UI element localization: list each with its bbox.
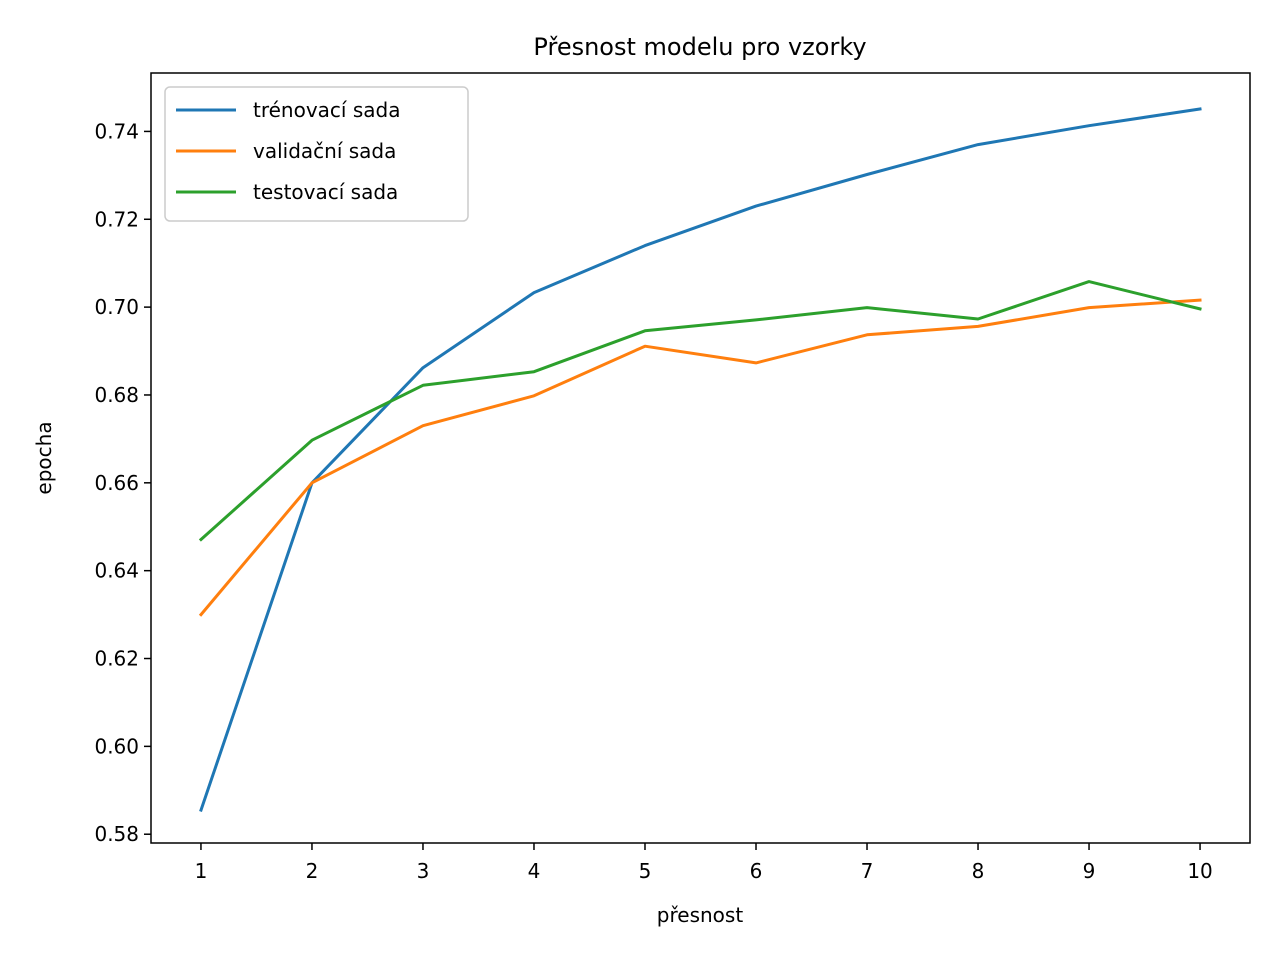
x-tick-label: 8	[972, 859, 985, 883]
x-tick-label: 5	[639, 859, 652, 883]
y-tick-label: 0.64	[94, 559, 139, 583]
x-tick-label: 4	[528, 859, 541, 883]
legend-label: validační sada	[253, 139, 396, 163]
legend-label: testovací sada	[253, 180, 398, 204]
y-tick-label: 0.62	[94, 647, 139, 671]
x-tick-label: 9	[1083, 859, 1096, 883]
x-tick-label: 7	[861, 859, 874, 883]
series-line-3	[198, 280, 1202, 542]
chart-title: Přesnost modelu pro vzorky	[533, 33, 866, 61]
x-axis-label: přesnost	[657, 903, 744, 927]
y-axis-label: epocha	[32, 421, 56, 494]
y-tick-label: 0.60	[94, 734, 139, 758]
plot-frame	[150, 72, 1251, 844]
x-axis: 1 2 3 4 5 6 7 8 9 10	[195, 843, 1213, 883]
y-tick-label: 0.74	[94, 119, 139, 143]
x-tick-label: 3	[417, 859, 430, 883]
y-tick-label: 0.68	[94, 383, 139, 407]
y-tick-label: 0.66	[94, 471, 139, 495]
x-tick-label: 6	[750, 859, 763, 883]
x-tick-label: 10	[1187, 859, 1212, 883]
series-line-1	[199, 107, 1202, 813]
legend-label: trénovací sada	[253, 98, 400, 122]
legend-box	[164, 86, 469, 222]
x-tick-label: 2	[306, 859, 319, 883]
series-lines	[198, 107, 1202, 813]
y-tick-label: 0.58	[94, 822, 139, 846]
legend: trénovací sada validační sada testovací sa…	[164, 86, 469, 222]
series-line-2	[198, 298, 1202, 617]
y-tick-label: 0.70	[94, 295, 139, 319]
x-tick-label: 1	[195, 859, 208, 883]
y-tick-label: 0.72	[94, 207, 139, 231]
y-axis: 0.58 0.60 0.62 0.64 0.66 0.68 0.70 0.72 0.74	[94, 119, 151, 846]
